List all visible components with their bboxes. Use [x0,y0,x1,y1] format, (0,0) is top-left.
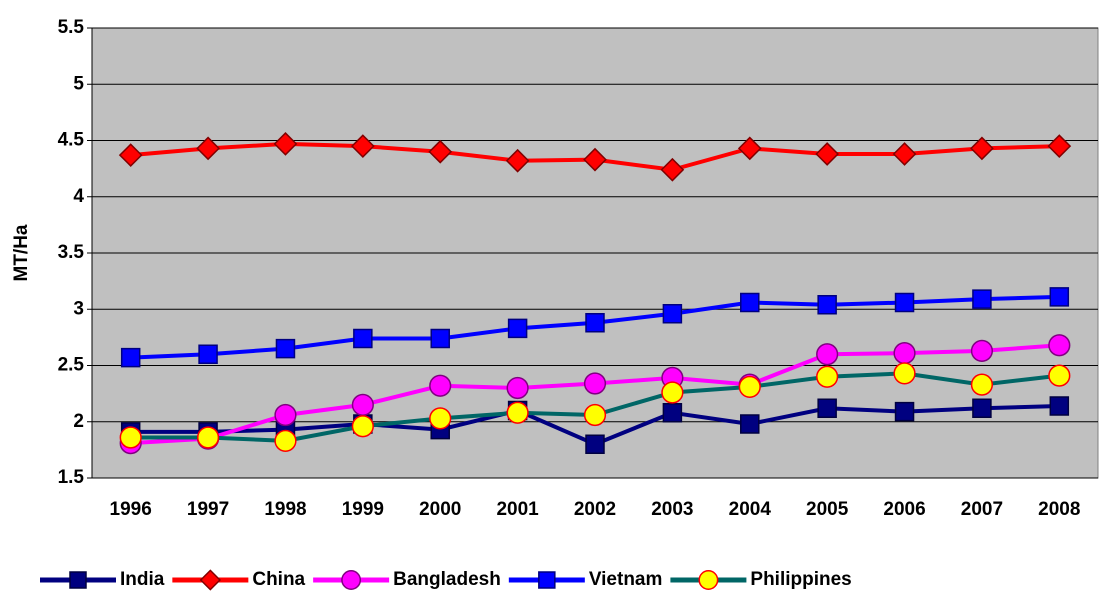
x-tick-label: 1999 [342,499,384,520]
x-tick-label: 1996 [110,499,152,520]
marker [274,403,297,427]
marker [972,398,992,418]
marker [740,414,760,434]
marker [970,373,994,396]
x-tick-label: 2001 [496,499,539,520]
marker [506,401,529,424]
marker [351,415,374,438]
marker [893,342,916,365]
marker [120,347,141,368]
marker [972,289,992,309]
legend-label: China [252,569,305,590]
marker [894,292,915,313]
marker [1049,396,1070,416]
y-tick-label: 5.5 [58,17,85,38]
marker [583,372,607,395]
marker [660,157,685,182]
marker [430,328,450,349]
marker [199,569,222,591]
x-tick-label: 2002 [574,499,616,520]
marker [198,344,218,364]
marker [585,313,605,333]
marker [429,407,452,430]
marker [817,295,837,315]
x-tick-label: 2005 [806,499,849,520]
x-tick-label: 2004 [729,499,772,520]
marker [505,148,530,173]
marker [892,142,917,166]
marker [893,362,916,385]
marker [273,132,298,156]
marker [69,571,87,589]
marker [698,570,719,590]
marker [353,328,373,349]
marker [583,147,607,172]
marker [341,570,362,590]
marker [816,365,839,388]
legend-label: India [120,569,165,590]
marker [817,398,837,418]
y-tick-label: 5 [73,73,84,94]
y-tick-label: 4 [73,186,84,207]
marker [1047,134,1072,158]
marker [740,292,760,313]
marker [196,136,220,161]
marker [1048,364,1071,387]
x-tick-label: 2008 [1038,499,1080,520]
y-axis-label: MT/Ha [11,224,32,281]
marker [119,426,142,449]
legend-label: Bangladesh [393,569,501,590]
x-tick-label: 2007 [961,499,1003,520]
marker [351,393,374,416]
y-tick-label: 2.5 [58,355,85,376]
marker [350,134,375,158]
marker [815,142,840,166]
legend-label: Vietnam [589,569,663,590]
marker [970,339,994,362]
marker [662,403,683,423]
legend-label: Philippines [750,569,851,590]
marker [970,136,994,161]
y-tick-label: 3 [73,298,84,319]
marker [585,434,605,454]
marker [428,139,453,164]
marker [118,143,143,167]
marker [662,304,683,324]
marker [429,374,452,397]
marker [274,429,297,452]
marker [661,381,684,404]
marker [738,375,761,398]
y-tick-label: 4.5 [58,130,85,151]
marker [506,376,529,400]
marker [737,136,762,161]
marker [894,401,915,422]
marker [275,338,296,359]
marker [583,403,607,427]
marker [538,571,556,589]
marker [1049,287,1070,307]
y-tick-label: 3.5 [58,242,85,263]
x-tick-label: 2006 [883,499,925,520]
x-tick-label: 2000 [419,499,461,520]
marker [507,318,528,339]
marker [816,343,839,366]
x-tick-label: 1997 [187,499,229,520]
y-tick-label: 1.5 [58,467,85,488]
x-tick-label: 2003 [651,499,693,520]
y-tick-label: 2 [73,411,84,432]
marker [196,426,220,449]
x-tick-label: 1998 [264,499,306,520]
marker [1048,334,1071,357]
